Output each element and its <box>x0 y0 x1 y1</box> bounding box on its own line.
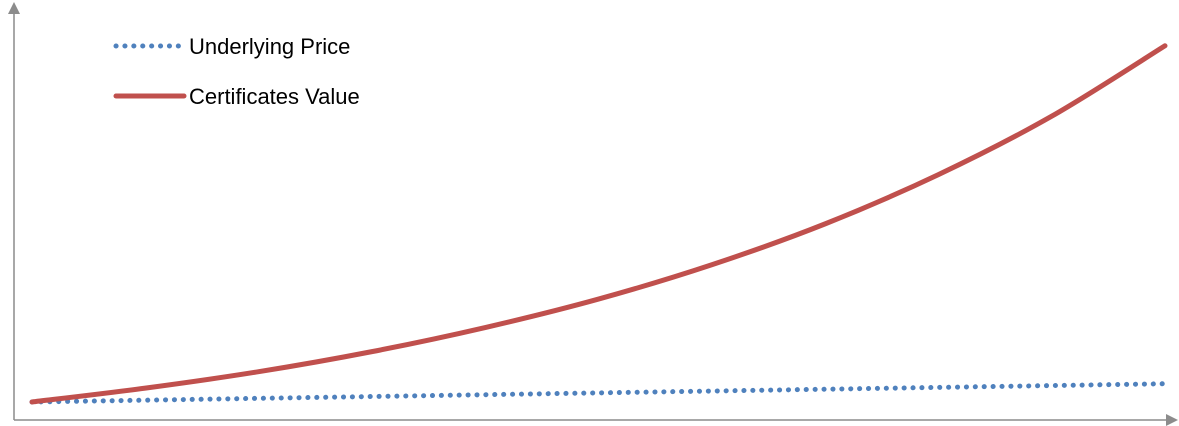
data-point-underlying-price-7 <box>823 387 827 391</box>
data-point-underlying-price-9 <box>1050 384 1054 388</box>
y-axis <box>8 2 20 420</box>
legend-item-certificates-value: Certificates Value <box>113 84 360 109</box>
data-point-certificates-value-9 <box>1050 114 1054 118</box>
data-point-certificates-value-7 <box>823 222 827 226</box>
data-point-certificates-value-5 <box>597 297 601 301</box>
data-point-certificates-value-6 <box>710 263 714 267</box>
legend-item-underlying-price: Underlying Price <box>113 34 350 59</box>
data-point-certificates-value-1 <box>143 386 147 390</box>
series-layer <box>29 43 1168 405</box>
y-axis-arrow-icon <box>8 2 20 14</box>
data-point-certificates-value-8 <box>936 173 940 177</box>
data-point-underlying-price-1 <box>143 398 147 402</box>
data-point-certificates-value-10 <box>1163 44 1167 48</box>
data-point-underlying-price-4 <box>483 393 487 397</box>
data-point-certificates-value-4 <box>483 326 487 330</box>
data-point-certificates-value-2 <box>257 370 261 374</box>
data-point-underlying-price-2 <box>257 396 261 400</box>
data-point-underlying-price-3 <box>370 395 374 399</box>
x-axis-arrow-icon <box>1166 414 1178 426</box>
data-point-underlying-price-8 <box>936 385 940 389</box>
data-point-underlying-price-5 <box>597 391 601 395</box>
data-point-certificates-value-3 <box>370 350 374 354</box>
data-point-certificates-value-0 <box>30 400 34 404</box>
x-axis <box>14 414 1178 426</box>
data-point-underlying-price-6 <box>710 389 714 393</box>
series-line-certificates-value <box>29 43 1168 405</box>
legend-label-certificates-value: Certificates Value <box>189 84 360 109</box>
data-point-underlying-price-10 <box>1163 382 1167 386</box>
legend: Underlying Price Certificates Value <box>113 34 360 109</box>
legend-label-underlying-price: Underlying Price <box>189 34 350 59</box>
series-line-underlying-price <box>29 381 1168 405</box>
